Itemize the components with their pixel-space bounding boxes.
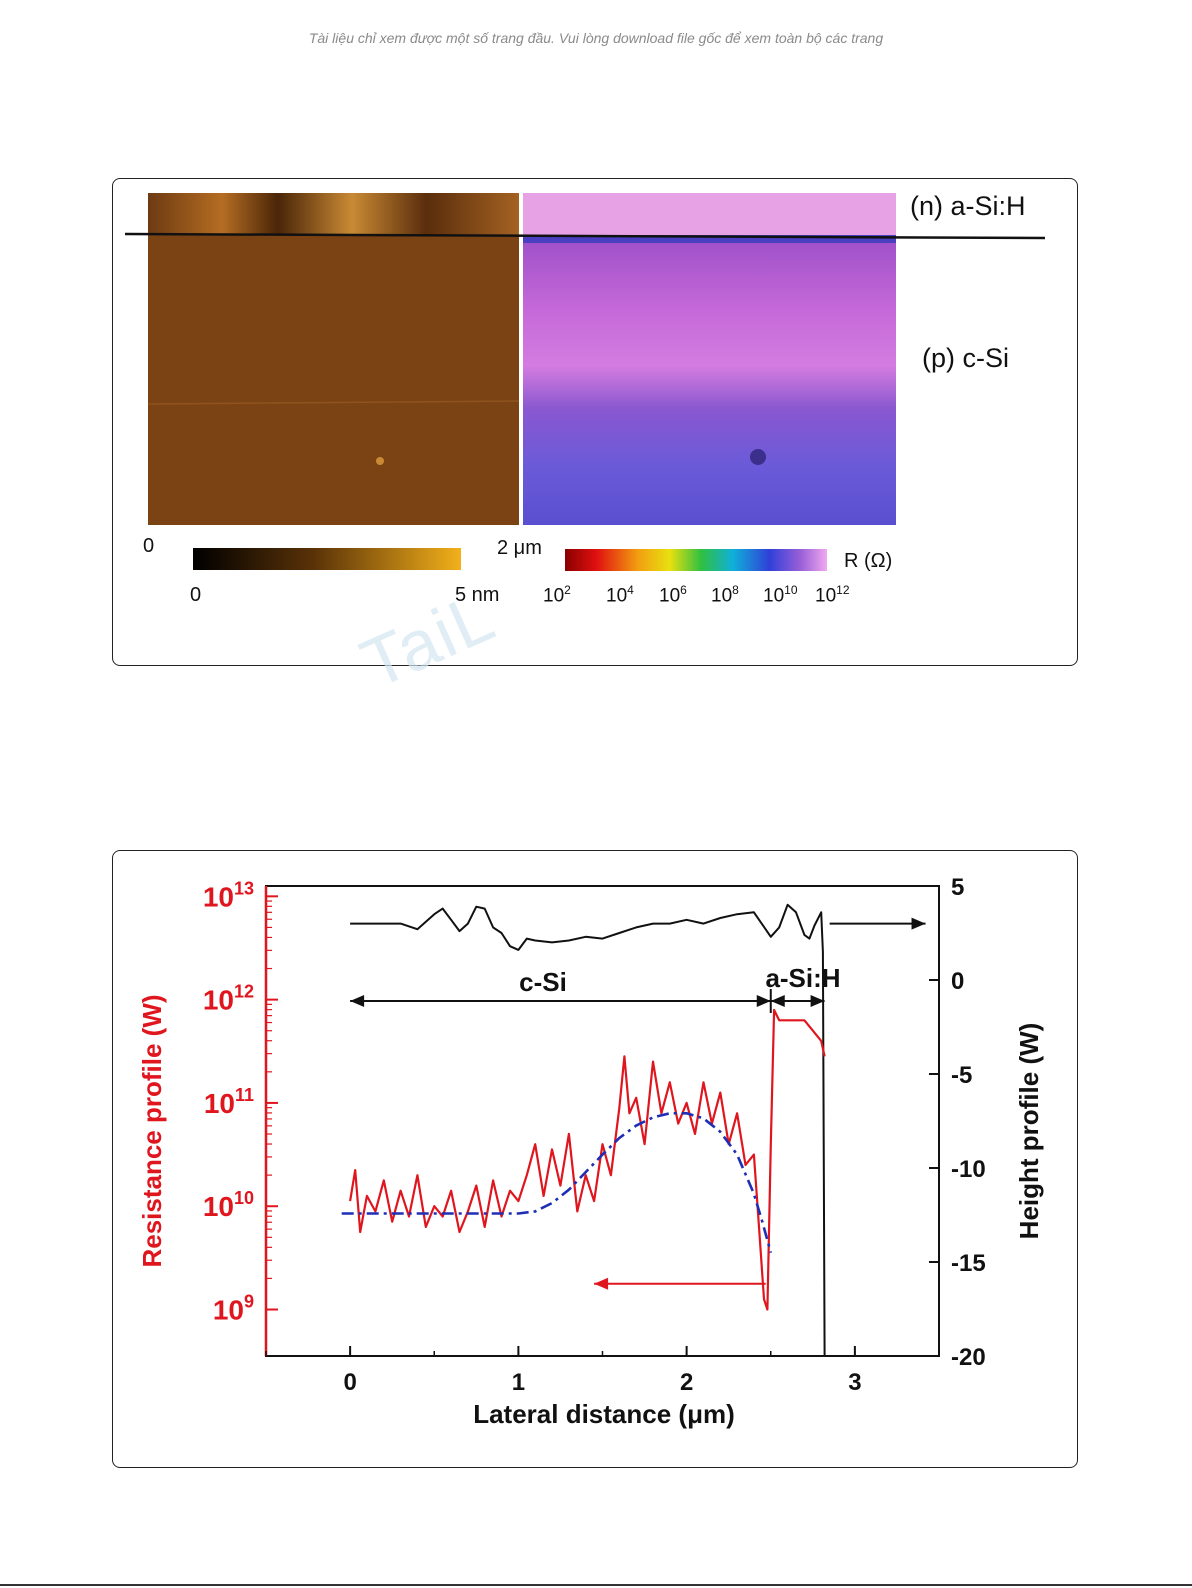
resistance-colorbar <box>565 549 827 571</box>
y-right-tick-label: 0 <box>951 968 964 995</box>
interface-line <box>124 232 1046 240</box>
layer-label-csi: (p) c-Si <box>922 343 1009 373</box>
resistance-bar-tick: 1012 <box>815 583 850 607</box>
profile-chart: 0 1 2 3 1013 1012 1011 1010 109 5 0 -5 -10 -15 -20 L… <box>137 874 1044 1429</box>
x-tick-label: 1 <box>512 1369 525 1396</box>
resistance-bar-tick: 1010 <box>763 583 798 607</box>
resistance-bar-tick: 102 <box>543 583 571 607</box>
resistance-asih-layer <box>523 193 896 235</box>
region-label-asih: a-Si:H <box>765 963 840 993</box>
y-axis-right-label: Height profile (W) <box>1014 1023 1044 1240</box>
resistance-bar-tick: 106 <box>659 583 687 607</box>
x-tick-label: 2 <box>680 1369 693 1396</box>
scale-start: 0 <box>143 535 155 557</box>
resistance-profile-line <box>349 1008 826 1311</box>
region-label-csi: c-Si <box>519 967 567 997</box>
height-bar-min: 0 <box>190 584 202 606</box>
height-colorbar <box>193 548 461 570</box>
y-left-tick-label: 1013 <box>203 878 254 912</box>
y-right-tick-label: -5 <box>951 1062 972 1089</box>
resistance-bar-tick: 108 <box>711 583 739 607</box>
y-left-tick-label: 1010 <box>203 1188 254 1222</box>
height-axis-pointer-head <box>911 917 926 930</box>
x-tick-label: 3 <box>848 1369 861 1396</box>
topography-map <box>148 193 519 525</box>
x-tick-label: 0 <box>343 1369 356 1396</box>
topography-asih-layer <box>148 193 519 235</box>
resistance-bar-tick: 104 <box>606 583 634 607</box>
y-left-tick-label: 109 <box>213 1292 254 1326</box>
map-figure-svg <box>124 193 1046 571</box>
y-axis-left-label: Resistance profile (W) <box>137 994 167 1267</box>
csi-span-arrow-right <box>756 995 771 1007</box>
layer-label-asih: (n) a-Si:H <box>910 191 1026 221</box>
y-left-tick-label: 1012 <box>203 982 254 1016</box>
scale-end: 2 μm <box>497 537 542 559</box>
preview-notice: Tài liệu chỉ xem được một số trang đầu. … <box>308 30 884 46</box>
asih-span-arrow-left <box>770 995 785 1007</box>
map-figure-panel: (n) a-Si:H (p) c-Si 0 2 μm 0 5 nm R (Ω) … <box>112 178 1078 666</box>
profile-chart-panel: 0 1 2 3 1013 1012 1011 1010 109 5 0 -5 -10 -15 -20 L… <box>112 850 1078 1468</box>
y-right-tick-label: -20 <box>951 1344 986 1371</box>
resistance-fit-line <box>341 1111 773 1254</box>
y-right-tick-label: 5 <box>951 874 964 901</box>
resistance-unit: R (Ω) <box>844 550 893 572</box>
y-right-tick-label: -10 <box>951 1156 986 1183</box>
height-profile-line <box>350 903 826 1357</box>
y-right-tick-label: -15 <box>951 1250 986 1277</box>
csi-span-arrow-left <box>350 995 365 1007</box>
page-bottom-rule <box>0 1584 1192 1586</box>
asih-span-arrow-right <box>810 995 825 1007</box>
resistance-map <box>523 235 896 525</box>
resistance-axis-pointer-head <box>594 1277 609 1290</box>
y-left-tick-label: 1011 <box>204 1085 254 1119</box>
x-axis-label: Lateral distance (μm) <box>473 1399 735 1429</box>
height-bar-max: 5 nm <box>455 584 500 606</box>
